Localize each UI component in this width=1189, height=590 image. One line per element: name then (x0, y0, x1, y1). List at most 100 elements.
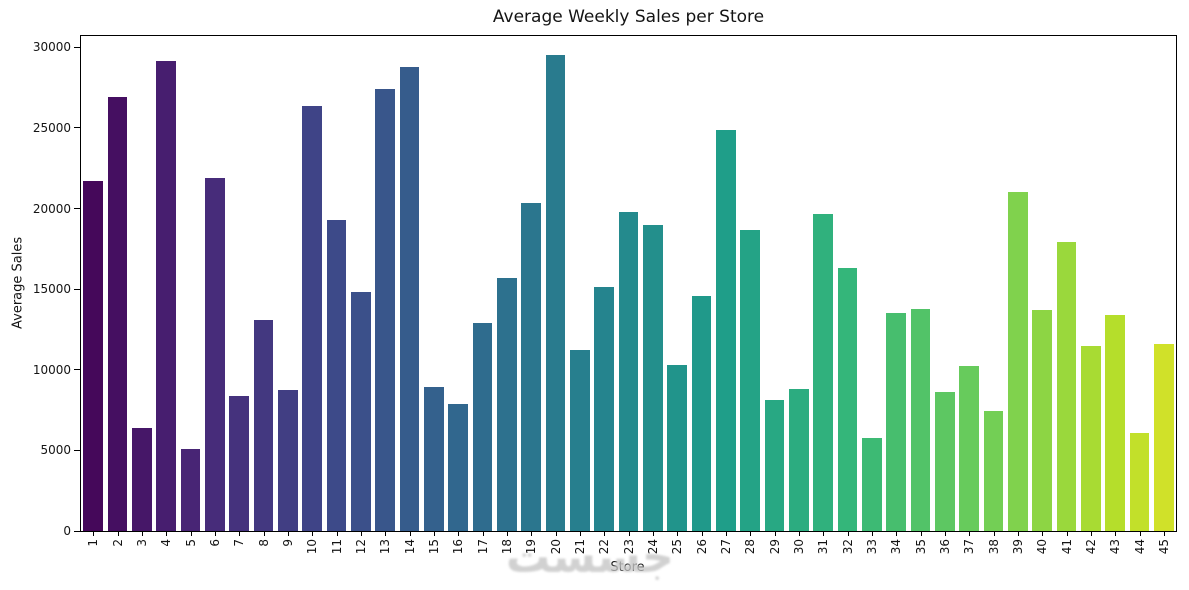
x-tick-mark (1163, 531, 1165, 536)
bar-store-7 (229, 396, 249, 531)
bar-store-13 (375, 89, 395, 531)
x-tick-mark (847, 531, 849, 536)
x-tick-mark (628, 531, 630, 536)
x-tick-mark (774, 531, 776, 536)
x-tick-mark (750, 531, 752, 536)
x-tick-label: 12 (353, 539, 368, 555)
y-tick-label: 30000 (32, 40, 71, 55)
x-tick-label: 26 (694, 539, 709, 555)
x-tick-mark (336, 531, 338, 536)
bar-store-40 (1032, 310, 1052, 531)
x-tick-mark (604, 531, 606, 536)
bar-store-44 (1129, 433, 1150, 531)
plot-area: 1 2 3 4 5 6 7 8 9 10 11 12 13 14 15 16 17 18 19 20 21 22 23 24 2… (33, 35, 1177, 554)
x-tick-label: 6 (207, 539, 222, 547)
x-tick-label: 8 (256, 539, 271, 547)
x-tick-mark (1139, 531, 1141, 536)
bar-store-35 (910, 308, 931, 531)
x-tick-mark (896, 531, 898, 536)
bar-store-8 (253, 319, 274, 531)
x-tick-label: 15 (426, 539, 441, 555)
x-tick-label: 2 (110, 539, 125, 547)
y-tick-mark (74, 127, 80, 129)
bar-store-43 (1105, 314, 1125, 531)
bar-store-32 (837, 268, 858, 531)
y-tick-label: 10000 (32, 362, 71, 377)
x-tick-mark (555, 531, 557, 536)
bar-store-6 (205, 177, 225, 531)
x-tick-label: 9 (280, 539, 295, 547)
bar-store-2 (107, 97, 128, 531)
x-tick-mark (360, 531, 362, 536)
bar-store-14 (399, 66, 420, 531)
y-tick-mark (74, 449, 80, 451)
y-tick-label: 20000 (32, 201, 71, 216)
bar-store-22 (594, 286, 614, 531)
bar-store-25 (667, 364, 687, 531)
bar-store-12 (351, 291, 371, 531)
bar-store-34 (886, 312, 906, 531)
x-tick-label: 42 (1083, 539, 1098, 555)
x-tick-mark (969, 531, 971, 536)
x-tick-mark (1066, 531, 1068, 536)
x-tick-mark (385, 531, 387, 536)
x-tick-mark (579, 531, 581, 536)
bar-store-24 (643, 224, 663, 531)
y-tick-label: 25000 (32, 120, 71, 135)
x-tick-mark (677, 531, 679, 536)
x-axis-label: Store (610, 560, 645, 575)
x-tick-label: 13 (378, 539, 393, 555)
bar-store-18 (497, 277, 517, 531)
y-tick-mark (74, 369, 80, 371)
x-tick-mark (190, 531, 192, 536)
x-tick-mark (798, 531, 800, 536)
bar-store-10 (302, 106, 322, 531)
bar-store-20 (545, 55, 566, 531)
y-tick-mark (74, 288, 80, 290)
x-tick-mark (823, 531, 825, 536)
bar-store-1 (83, 181, 103, 531)
x-tick-label: 14 (402, 539, 417, 555)
x-tick-label: 29 (767, 539, 782, 555)
y-tick-mark (74, 208, 80, 210)
x-tick-mark (93, 531, 95, 536)
bar-store-3 (132, 427, 152, 531)
x-tick-mark (506, 531, 508, 536)
x-tick-label: 41 (1059, 539, 1074, 555)
x-tick-label: 38 (986, 539, 1001, 555)
x-tick-mark (871, 531, 873, 536)
y-tick-label: 0 (63, 524, 71, 538)
x-tick-mark (701, 531, 703, 536)
bar-store-9 (278, 389, 298, 531)
bar-store-11 (326, 219, 347, 531)
x-tick-label: 45 (1156, 539, 1171, 555)
x-tick-label: 3 (134, 539, 149, 547)
x-tick-label: 36 (937, 539, 952, 555)
bar-store-23 (618, 211, 639, 531)
bar-store-33 (862, 438, 882, 531)
x-tick-mark (944, 531, 946, 536)
x-tick-label: 5 (183, 539, 198, 547)
x-tick-mark (993, 531, 995, 536)
x-tick-label: 17 (475, 539, 490, 555)
bar-store-31 (813, 214, 833, 531)
watermark: جسست (506, 532, 674, 583)
x-tick-mark (1042, 531, 1044, 536)
x-tick-mark (263, 531, 265, 536)
bar-store-19 (521, 202, 541, 531)
y-tick-mark (74, 46, 80, 48)
x-tick-label: 33 (864, 539, 879, 555)
x-tick-mark (287, 531, 289, 536)
bar-store-45 (1154, 343, 1174, 531)
x-tick-label: 4 (159, 539, 174, 547)
bar-store-37 (959, 365, 979, 531)
x-tick-label: 39 (1010, 539, 1025, 555)
bar-store-30 (789, 389, 809, 531)
x-tick-mark (239, 531, 241, 536)
x-tick-mark (409, 531, 411, 536)
x-tick-mark (482, 531, 484, 536)
x-tick-mark (141, 531, 143, 536)
bar-store-28 (740, 230, 760, 531)
x-tick-mark (1017, 531, 1019, 536)
